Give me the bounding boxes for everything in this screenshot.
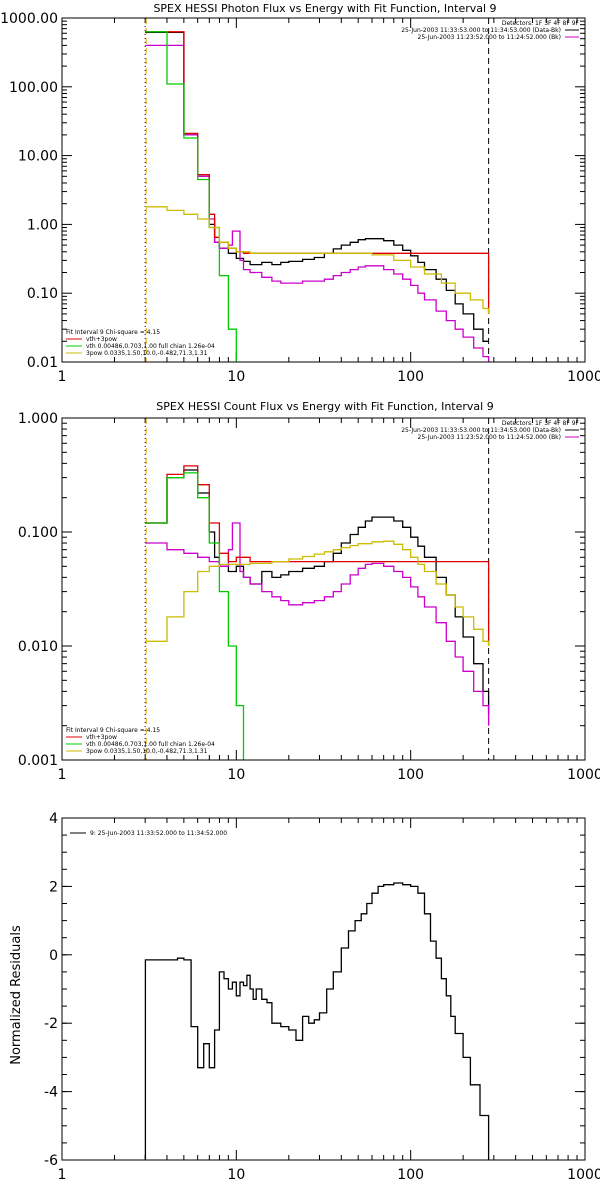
series-line-3	[145, 31, 237, 362]
legend-entry: Detectors: 1F 3F 4F 8F 9F	[502, 420, 580, 427]
x-tick-label: 1	[58, 767, 67, 783]
plot-frame	[61, 817, 586, 1161]
y-tick-label: 100.00	[9, 80, 58, 96]
count-plot-area: 1 10 100 1000 0.001 0.010 0.100 1.000 Detectors:…	[18, 411, 600, 783]
legend-entry: vth+3pow	[86, 734, 117, 741]
y-tick-label: -2	[44, 1016, 58, 1032]
series-line-0	[145, 31, 489, 342]
y-tick-label: 0	[49, 948, 58, 964]
count-flux-chart: SPEX HESSI Count Flux vs Energy with Fit…	[18, 400, 600, 783]
residuals-chart: Normalized Residuals 1 10 100 1000 -6 -4 -2 0 2 4…	[9, 811, 600, 1183]
plot-frame	[61, 17, 586, 363]
series-line-2	[145, 31, 490, 314]
photon-plot-area: 1 10 100 1000 0.01 0.10 1.00 10.00 100.00 1000.00…	[0, 11, 600, 385]
x-tick-label: 100	[397, 369, 424, 385]
legend-entry: Detectors: 1F 3F 4F 8F 9F	[502, 20, 580, 27]
legend-entry: 25-Jun-2003 11:23:52.000 to 11:24:52.000…	[418, 34, 561, 41]
series-group	[144, 882, 490, 1160]
legend-entry: vth 0.00486,0.703,1.00 full chian 1.26e-…	[86, 343, 215, 350]
series-line-0	[144, 882, 490, 1160]
legend-entry: Fit Interval 9 Chi-square = 4.15	[66, 727, 160, 734]
residuals-plot-area: 1 10 100 1000 -6 -4 -2 0 2 4 9: 25-Jun-2003 11:33:…	[44, 811, 600, 1183]
legend-entry: vth 0.00486,0.703,1.00 full chian 1.26e-…	[86, 741, 215, 748]
series-group	[145, 31, 490, 362]
x-tick-label: 100	[397, 1167, 424, 1183]
y-tick-label: 1000.00	[0, 11, 58, 27]
y-tick-label: 0.001	[18, 753, 58, 769]
x-tick-label: 1000	[567, 1167, 600, 1183]
series-line-2	[145, 465, 490, 646]
legend-entry: 3pow 0.0335,1.50,10.0,-0.482,71.3,1.31	[86, 748, 208, 755]
series-line-4	[145, 540, 490, 646]
legend-entry: 25-Jun-2003 11:33:53.000 to 11:34:53.000…	[401, 427, 561, 434]
x-tick-label: 10	[227, 767, 245, 783]
legend-entry: 25-Jun-2003 11:23:52.000 to 11:24:52.000…	[418, 434, 561, 441]
photon-chart-title: SPEX HESSI Photon Flux vs Energy with Fi…	[153, 2, 496, 15]
y-tick-label: -4	[44, 1085, 58, 1101]
legend-entry: Fit Interval 9 Chi-square = 4.15	[66, 329, 160, 336]
y-tick-label: 1.00	[27, 217, 58, 233]
x-tick-label: 100	[397, 767, 424, 783]
x-tick-label: 1	[58, 369, 67, 385]
series-line-3	[145, 472, 245, 760]
series-line-4	[145, 206, 490, 314]
y-tick-label: 0.010	[18, 639, 58, 655]
plot-frame	[61, 417, 586, 761]
x-tick-label: 10	[227, 369, 245, 385]
legend-entry: vth+3pow	[86, 336, 117, 343]
x-tick-label: 1000	[567, 369, 600, 385]
residuals-y-label: Normalized Residuals	[9, 925, 24, 1065]
y-tick-label: 0.100	[18, 525, 58, 541]
legend-entry: 25-Jun-2003 11:33:53.000 to 11:34:53.000…	[401, 27, 561, 34]
count-chart-title: SPEX HESSI Count Flux vs Energy with Fit…	[156, 400, 493, 413]
series-group	[145, 465, 490, 760]
photon-flux-chart: SPEX HESSI Photon Flux vs Energy with Fi…	[0, 2, 600, 385]
y-tick-label: 0.10	[27, 286, 58, 302]
y-tick-label: 1.000	[18, 411, 58, 427]
series-line-1	[145, 522, 490, 726]
series-line-0	[145, 469, 490, 715]
legend-entry: 9: 25-Jun-2003 11:33:52.000 to 11:34:52.…	[90, 830, 227, 837]
x-tick-label: 1000	[567, 767, 600, 783]
y-tick-label: 10.00	[18, 149, 58, 165]
x-tick-label: 10	[227, 1167, 245, 1183]
series-line-1	[145, 44, 490, 362]
y-tick-label: -6	[44, 1153, 58, 1169]
y-tick-label: 0.01	[27, 355, 58, 371]
y-tick-label: 2	[49, 879, 58, 895]
y-tick-label: 4	[49, 811, 58, 827]
legend-entry: 3pow 0.0335,1.50,10.0,-0.482,71.3,1.31	[86, 350, 208, 357]
x-tick-label: 1	[58, 1167, 67, 1183]
